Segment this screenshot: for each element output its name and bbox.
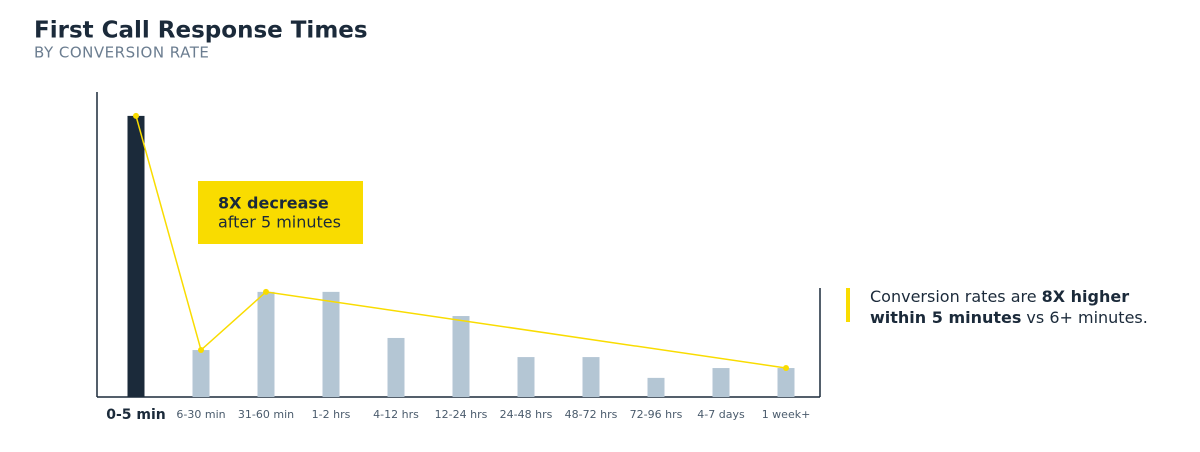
annotation-text: 8X decrease bbox=[218, 194, 329, 213]
x-tick-label: 24-48 hrs bbox=[500, 408, 553, 421]
callout-segment: Conversion rates are bbox=[870, 287, 1037, 306]
bar bbox=[322, 291, 340, 397]
callout-text: within 5 minutes vs 6+ minutes. bbox=[870, 308, 1148, 327]
callout-segment: within 5 minutes bbox=[870, 308, 1021, 327]
bar bbox=[257, 291, 275, 397]
bar bbox=[127, 115, 145, 397]
x-tick-label: 31-60 min bbox=[238, 408, 294, 421]
x-tick-label: 1-2 hrs bbox=[312, 408, 351, 421]
trend-line bbox=[135, 115, 787, 369]
trend-point bbox=[198, 347, 204, 354]
bar bbox=[777, 368, 795, 397]
bar bbox=[582, 357, 600, 397]
annotation-text: after 5 minutes bbox=[218, 213, 341, 232]
x-tick-label: 12-24 hrs bbox=[435, 408, 488, 421]
x-tick-label: 6-30 min bbox=[176, 408, 225, 421]
x-tick-label: 0-5 min bbox=[106, 407, 166, 423]
bar bbox=[387, 337, 405, 397]
x-tick-label: 1 week+ bbox=[762, 408, 811, 421]
callout-bar bbox=[846, 288, 850, 322]
callout-segment: vs 6+ minutes. bbox=[1026, 308, 1147, 327]
bar bbox=[192, 350, 210, 397]
bar bbox=[647, 377, 665, 397]
bar bbox=[452, 316, 470, 397]
x-tick-label: 4-7 days bbox=[697, 408, 745, 421]
trend-point bbox=[263, 288, 269, 295]
annotation-box bbox=[198, 181, 363, 244]
x-tick-label: 4-12 hrs bbox=[373, 408, 419, 421]
chart-subtitle: BY CONVERSION RATE bbox=[34, 44, 209, 62]
x-tick-label: 72-96 hrs bbox=[630, 408, 683, 421]
trend-point bbox=[783, 365, 789, 372]
trend-point bbox=[133, 112, 139, 119]
bar bbox=[712, 368, 730, 397]
chart-title: First Call Response Times bbox=[34, 18, 368, 44]
callout-segment: 8X higher bbox=[1042, 287, 1130, 306]
bar bbox=[517, 357, 535, 397]
callout-text: Conversion rates are 8X higher bbox=[870, 287, 1129, 306]
x-tick-label: 48-72 hrs bbox=[565, 408, 618, 421]
